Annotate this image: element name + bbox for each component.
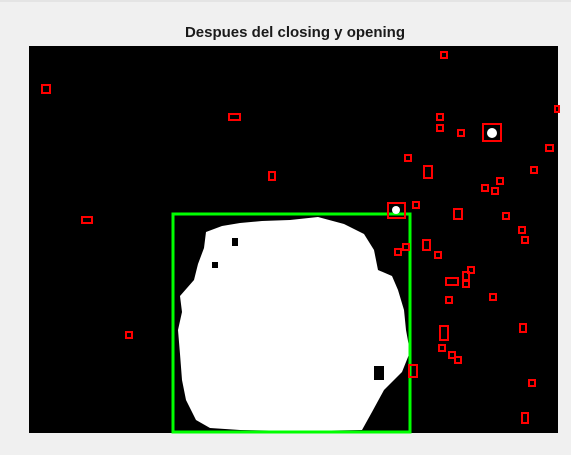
blob-hole <box>212 262 218 268</box>
region-blob <box>392 206 400 214</box>
figure-title: Despues del closing y opening <box>185 24 405 41</box>
page: {"figure": {"title": "Despues del closin… <box>0 0 571 455</box>
region-blob <box>487 128 497 138</box>
blob-hole <box>374 366 384 380</box>
blob-hole <box>232 238 238 246</box>
figure-window: Despues del closing y opening <box>0 0 571 455</box>
image-axes <box>29 46 559 433</box>
